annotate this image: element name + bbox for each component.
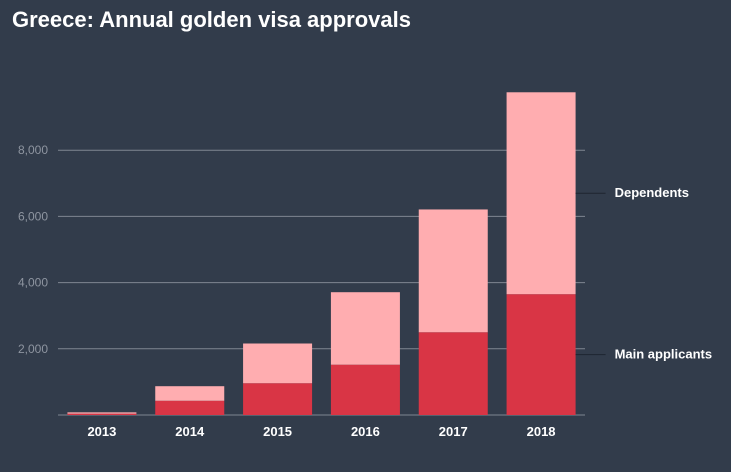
bar-segment-dependents [330,292,400,365]
legend: Main applicants Dependents [575,185,713,362]
x-axis-labels: 2013 2014 2015 2016 2017 2018 [87,424,555,439]
x-tick-label: 2014 [175,424,205,439]
bar-segment-dependents [506,92,576,295]
x-tick-label: 2015 [263,424,292,439]
bar-segment-dependents [67,412,137,414]
y-tick-label: 2,000 [18,342,48,356]
y-axis-labels: 2,000 4,000 6,000 8,000 [18,143,48,356]
x-tick-label: 2018 [527,424,556,439]
bar-segment-main-applicants [330,364,400,415]
x-tick-label: 2017 [439,424,468,439]
legend-label: Main applicants [615,347,713,362]
bar-segment-main-applicants [243,383,313,415]
bar-segment-main-applicants [418,332,488,415]
bar-segment-dependents [418,209,488,333]
bar-segment-dependents [243,343,313,384]
gridlines [58,149,585,416]
bar-segment-dependents [155,386,225,401]
y-tick-label: 4,000 [18,276,48,290]
chart-title: Greece: Annual golden visa approvals [12,7,411,32]
bar-segment-main-applicants [67,413,137,415]
bar-segment-main-applicants [155,400,225,415]
y-tick-label: 6,000 [18,209,48,223]
bar-segment-main-applicants [506,294,576,415]
legend-label: Dependents [615,185,689,200]
x-tick-label: 2013 [87,424,116,439]
bars [67,92,576,415]
x-tick-label: 2016 [351,424,380,439]
y-tick-label: 8,000 [18,143,48,157]
